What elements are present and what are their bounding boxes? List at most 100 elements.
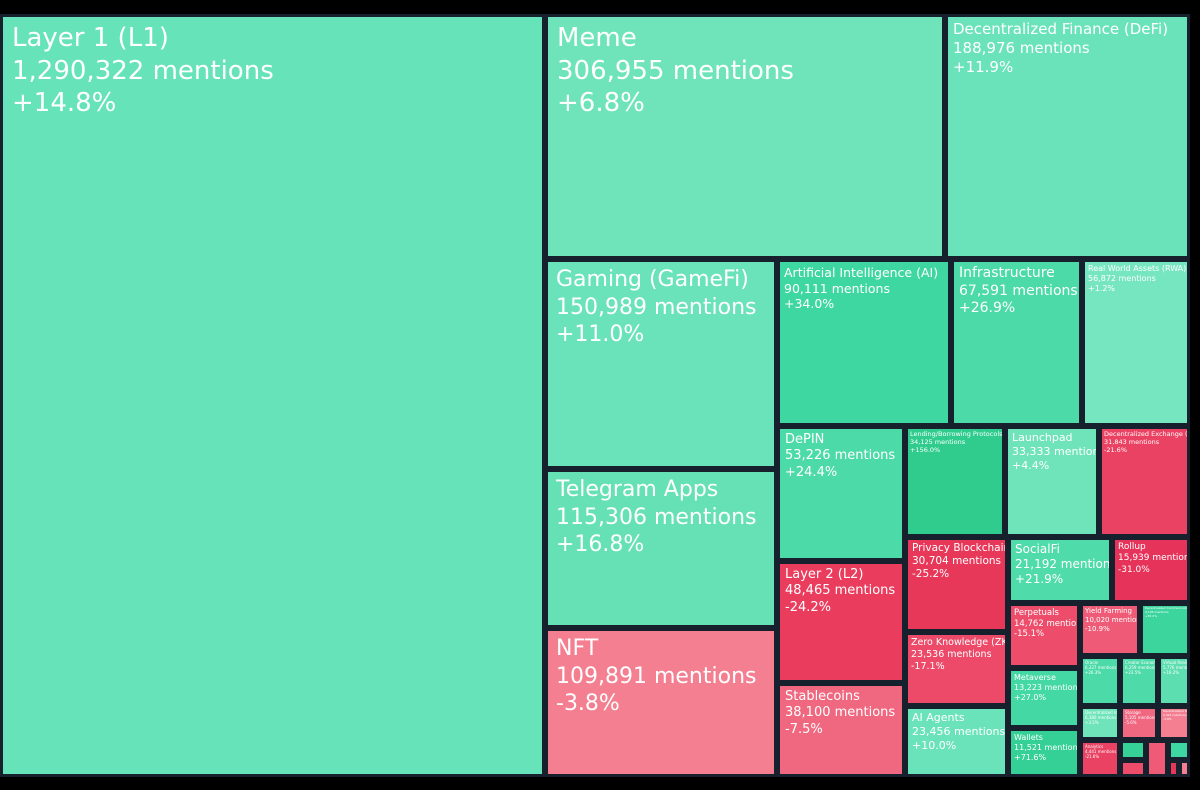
tile-name: Telegram Apps bbox=[556, 477, 719, 502]
tile-mentions: 13,223 mentions bbox=[1014, 683, 1080, 692]
tile-name: Decentralized Finance (DeFi) bbox=[953, 20, 1169, 38]
tile-name: Decentralized Identity bbox=[1085, 710, 1120, 715]
tile-name: Rollup bbox=[1118, 542, 1146, 552]
treemap-tile[interactable]: Layer 1 (L1) 1,290,322 mentions +14.8% bbox=[0, 14, 545, 777]
tile-change: +16.8% bbox=[556, 532, 645, 557]
treemap-tile[interactable]: DePIN 53,226 mentions +24.4% bbox=[777, 426, 905, 561]
tile-name: Infrastructure bbox=[959, 265, 1055, 281]
tile-change: +34.0% bbox=[784, 296, 835, 312]
treemap-tile[interactable]: SocialFi 21,192 mentions +21.9% bbox=[1008, 537, 1112, 603]
treemap-tile[interactable]: Yield Farming 10,020 mentions -10.9% bbox=[1080, 603, 1140, 656]
tile-mentions: 30,704 mentions bbox=[912, 555, 1002, 568]
treemap-tile[interactable]: Decentralized Identity6,380 mentions+3.5… bbox=[1080, 706, 1120, 740]
tile-name: NFT bbox=[556, 636, 599, 661]
treemap-tile[interactable]: Perpetuals 14,762 mentions -15.1% bbox=[1008, 603, 1080, 668]
treemap-tile[interactable]: NFT 109,891 mentions -3.8% bbox=[545, 628, 777, 777]
tile-mentions: 6,259 mentions bbox=[1125, 665, 1157, 670]
tile-name: Virtual Reality bbox=[1163, 660, 1190, 665]
treemap-tile[interactable] bbox=[1179, 760, 1190, 777]
treemap-tile[interactable]: Gaming (GameFi) 150,989 mentions +11.0% bbox=[545, 259, 777, 469]
tile-change: -5.6% bbox=[1125, 720, 1137, 725]
tile-change: -3.8% bbox=[556, 691, 620, 716]
tile-change: -21.6% bbox=[1085, 754, 1100, 759]
treemap-tile[interactable]: Decentralized Storage2,491 mentions-3.8% bbox=[1158, 706, 1190, 740]
tile-change: -21.6% bbox=[1104, 446, 1127, 455]
treemap-tile[interactable]: Lending/Borrowing Protocols 34,125 mentio… bbox=[905, 426, 1005, 537]
treemap-tile[interactable]: Layer 2 (L2) 48,465 mentions -24.2% bbox=[777, 561, 905, 683]
tile-mentions: 4,441 mentions bbox=[1085, 749, 1117, 754]
tile-name: Decentralized Exchange (DEX) bbox=[1104, 430, 1188, 438]
tile-mentions: 23,536 mentions bbox=[911, 648, 992, 660]
treemap-tile[interactable]: Storage 5,105 mentions -5.6% bbox=[1120, 706, 1158, 740]
tile-change: +4.4% bbox=[1012, 458, 1050, 472]
tile-name: Perpetuals bbox=[1014, 608, 1059, 618]
tile-name: Yield Farming bbox=[1085, 607, 1132, 615]
tile-mentions: 33,333 mentions bbox=[1012, 444, 1099, 458]
tile-mentions: 109,891 mentions bbox=[556, 663, 757, 689]
tile-change: +16.2% bbox=[1163, 670, 1180, 675]
tile-name: Layer 2 (L2) bbox=[785, 567, 864, 582]
tile-name: Decentralized Storage bbox=[1163, 709, 1190, 713]
treemap-tile[interactable] bbox=[1120, 740, 1146, 760]
tile-change: -25.2% bbox=[912, 568, 950, 581]
tile-name: AI Agents bbox=[912, 711, 965, 724]
tile-mentions: 306,955 mentions bbox=[557, 55, 794, 86]
tile-name: Launchpad bbox=[1012, 431, 1073, 444]
treemap-tile[interactable]: Decentralized Finance (DeFi) 188,976 ment… bbox=[945, 14, 1190, 259]
tile-mentions: 15,939 mentions bbox=[1118, 553, 1190, 564]
treemap-tile[interactable]: Rollup 15,939 mentions -31.0% bbox=[1112, 537, 1190, 603]
tile-name: Artificial Intelligence (AI) bbox=[784, 265, 939, 280]
tile-change: +23.5% bbox=[1125, 670, 1142, 675]
tile-name: Oracle bbox=[1085, 660, 1099, 665]
tile-name: Creator Economy bbox=[1125, 660, 1158, 665]
treemap-tile[interactable]: Metaverse 13,223 mentions +27.0% bbox=[1008, 668, 1080, 728]
tile-mentions: 10,020 mentions bbox=[1085, 615, 1140, 624]
tile-mentions: 11,521 mentions bbox=[1014, 743, 1080, 752]
treemap-tile[interactable]: Privacy Blockchain 30,704 mentions -25.2% bbox=[905, 537, 1008, 632]
treemap-tile[interactable] bbox=[1120, 760, 1146, 777]
treemap-tile[interactable]: Wallets 11,521 mentions +71.6% bbox=[1008, 728, 1080, 777]
treemap-tile[interactable]: Artificial Intelligence (AI) 90,111 menti… bbox=[777, 259, 951, 426]
treemap-tile[interactable]: Zero Knowledge (ZK) 23,536 mentions -17.1% bbox=[905, 632, 1008, 706]
tile-mentions: 31,843 mentions bbox=[1104, 438, 1160, 447]
tile-name: SocialFi bbox=[1015, 542, 1060, 556]
tile-mentions: 14,762 mentions bbox=[1014, 618, 1080, 629]
tile-change: +3.5% bbox=[1085, 720, 1099, 725]
tile-mentions: 21,192 mentions bbox=[1015, 557, 1112, 571]
tile-mentions: 150,989 mentions bbox=[556, 294, 757, 320]
tile-change: +156.0% bbox=[910, 446, 941, 455]
tile-mentions: 115,306 mentions bbox=[556, 504, 757, 530]
treemap-tile[interactable] bbox=[1146, 740, 1168, 777]
treemap-tile[interactable]: Oracle 6,337 mentions +26.3% bbox=[1080, 656, 1120, 706]
treemap-tile[interactable]: AI Agents 23,456 mentions +10.0% bbox=[905, 706, 1008, 777]
treemap-tile[interactable]: Decentralized Communication 4,105 mention… bbox=[1140, 603, 1190, 656]
treemap-tile[interactable] bbox=[1168, 740, 1190, 760]
treemap-tile[interactable]: Telegram Apps 115,306 mentions +16.8% bbox=[545, 469, 777, 628]
treemap-tile[interactable]: Stablecoins 38,100 mentions -7.5% bbox=[777, 683, 905, 777]
treemap-tile[interactable]: Creator Economy 6,259 mentions +23.5% bbox=[1120, 656, 1158, 706]
tile-change: +21.9% bbox=[1015, 572, 1064, 586]
tile-mentions: 53,226 mentions bbox=[785, 448, 896, 464]
tile-change: +26.9% bbox=[959, 300, 1016, 316]
tile-mentions: 90,111 mentions bbox=[784, 280, 890, 296]
tile-change: +10.0% bbox=[912, 738, 957, 752]
treemap-tile[interactable] bbox=[1168, 760, 1179, 777]
treemap-tile[interactable]: Meme 306,955 mentions +6.8% bbox=[545, 14, 945, 259]
tile-mentions: 56,872 mentions bbox=[1088, 274, 1156, 283]
treemap-tile[interactable]: Decentralized Exchange (DEX)31,843 menti… bbox=[1099, 426, 1190, 537]
tile-change: +14.8% bbox=[12, 88, 117, 118]
tile-name: Storage bbox=[1125, 710, 1141, 715]
treemap-tile[interactable]: Launchpad 33,333 mentions +4.4% bbox=[1005, 426, 1099, 537]
tile-change: -17.1% bbox=[911, 660, 945, 672]
treemap-tile[interactable]: Infrastructure 67,591 mentions +26.9% bbox=[951, 259, 1082, 426]
tile-name: Analytics bbox=[1085, 744, 1104, 749]
tile-name: Meme bbox=[557, 23, 637, 53]
tile-change: +6.8% bbox=[557, 88, 645, 118]
treemap-tile[interactable]: Real World Assets (RWA) 56,872 mentions +1… bbox=[1082, 259, 1190, 426]
tile-change: +24.4% bbox=[785, 464, 838, 480]
treemap-tile[interactable]: Analytics 4,441 mentions -21.6% bbox=[1080, 740, 1120, 777]
tile-change: +11.0% bbox=[556, 322, 645, 347]
tile-name: Stablecoins bbox=[785, 689, 860, 704]
